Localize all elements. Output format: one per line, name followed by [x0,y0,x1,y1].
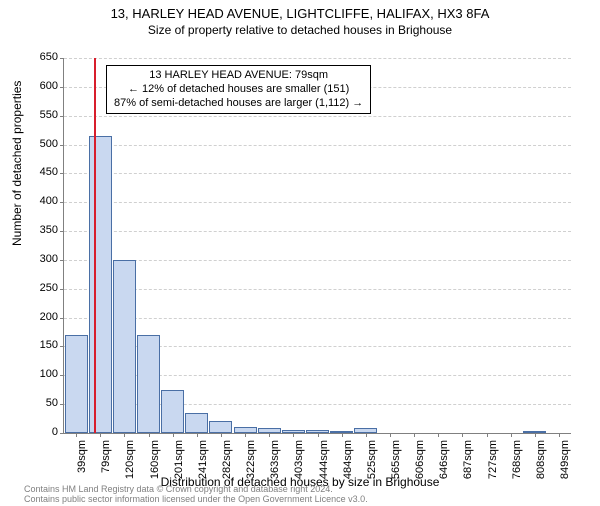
y-tick [60,289,64,290]
callout-line: ← 12% of detached houses are smaller (15… [114,83,363,97]
histogram-bar [185,413,208,433]
x-tick [366,433,367,437]
x-tick [269,433,270,437]
y-gridline [64,173,571,174]
x-tick [293,433,294,437]
histogram-bar [89,136,112,433]
y-tick [60,173,64,174]
y-tick [60,58,64,59]
y-tick [60,231,64,232]
chart-area: 39sqm79sqm120sqm160sqm201sqm241sqm282sqm… [63,58,570,433]
y-tick-label: 200 [0,311,58,323]
x-tick [124,433,125,437]
histogram-bar [65,335,88,433]
y-tick [60,346,64,347]
y-tick-label: 550 [0,109,58,121]
y-tick [60,318,64,319]
histogram-bar [113,260,136,433]
page-title: 13, HARLEY HEAD AVENUE, LIGHTCLIFFE, HAL… [0,6,600,21]
page-subtitle: Size of property relative to detached ho… [0,23,600,37]
y-tick-label: 450 [0,166,58,178]
histogram-bar [137,335,160,433]
y-gridline [64,289,571,290]
y-tick [60,433,64,434]
y-gridline [64,116,571,117]
callout-box: 13 HARLEY HEAD AVENUE: 79sqm← 12% of det… [106,65,371,114]
callout-line: 13 HARLEY HEAD AVENUE: 79sqm [114,69,363,83]
callout-line: 87% of semi-detached houses are larger (… [114,97,363,111]
x-tick [245,433,246,437]
y-tick [60,202,64,203]
x-tick [100,433,101,437]
y-gridline [64,231,571,232]
y-tick-label: 650 [0,51,58,63]
y-gridline [64,260,571,261]
y-gridline [64,145,571,146]
y-gridline [64,202,571,203]
y-tick [60,116,64,117]
y-tick-label: 100 [0,368,58,380]
x-tick [221,433,222,437]
y-gridline [64,58,571,59]
x-tick [462,433,463,437]
x-tick [342,433,343,437]
y-tick-label: 500 [0,138,58,150]
x-tick [438,433,439,437]
y-tick-label: 300 [0,253,58,265]
property-marker-line [94,58,96,433]
y-tick [60,87,64,88]
x-tick [390,433,391,437]
x-tick [76,433,77,437]
y-tick-label: 250 [0,282,58,294]
plot-region: 39sqm79sqm120sqm160sqm201sqm241sqm282sqm… [63,58,571,434]
x-tick [487,433,488,437]
x-tick [559,433,560,437]
y-tick-label: 150 [0,339,58,351]
x-tick [149,433,150,437]
footer-line-2: Contains public sector information licen… [24,495,368,505]
y-tick-label: 0 [0,426,58,438]
y-tick-label: 350 [0,224,58,236]
histogram-bar [209,421,232,433]
x-tick [197,433,198,437]
y-tick-label: 50 [0,397,58,409]
y-tick [60,404,64,405]
x-tick [414,433,415,437]
x-tick [511,433,512,437]
footer-attribution: Contains HM Land Registry data © Crown c… [24,485,368,505]
y-axis-label: Number of detached properties [10,81,24,246]
y-tick [60,145,64,146]
y-tick-label: 600 [0,80,58,92]
y-gridline [64,318,571,319]
x-tick [318,433,319,437]
y-tick [60,260,64,261]
histogram-bar [161,390,184,433]
x-tick [535,433,536,437]
y-tick [60,375,64,376]
y-tick-label: 400 [0,195,58,207]
x-tick [173,433,174,437]
